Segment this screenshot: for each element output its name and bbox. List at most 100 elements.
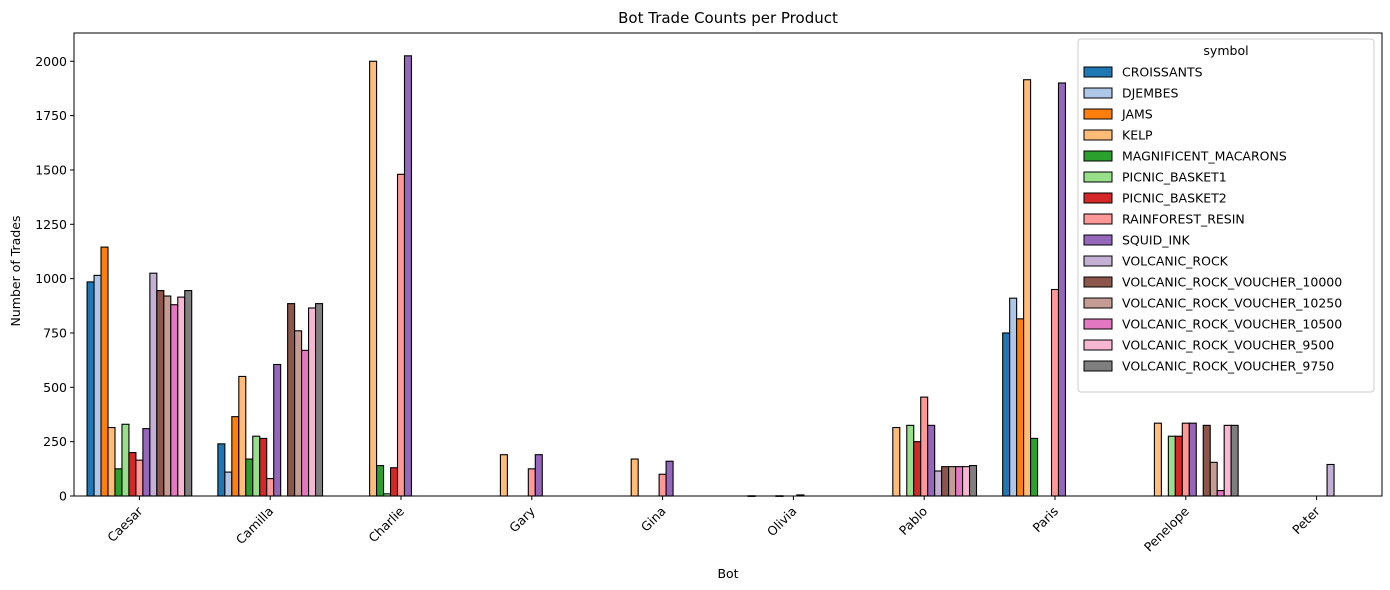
bar	[1167, 435, 1176, 497]
legend-swatch	[1083, 213, 1113, 225]
legend-label: PICNIC_BASKET1	[1122, 170, 1227, 185]
bar	[658, 473, 667, 497]
bar	[1016, 318, 1025, 497]
bar	[906, 424, 915, 497]
bar	[224, 471, 233, 497]
legend-box	[1077, 38, 1375, 393]
chart-title: Bot Trade Counts per Product	[618, 9, 838, 27]
y-tick-label: 500	[43, 380, 67, 395]
legend-swatch	[1083, 297, 1113, 309]
bar	[920, 396, 929, 497]
y-tick-label: 1500	[35, 162, 67, 177]
legend-swatch	[1083, 171, 1113, 183]
bar	[142, 428, 151, 497]
legend-swatch	[1083, 108, 1113, 120]
bar	[1181, 422, 1190, 497]
bar	[1057, 82, 1067, 497]
x-axis-label: Bot	[717, 566, 738, 581]
bars-layer	[86, 55, 1335, 497]
legend-swatch	[1083, 234, 1113, 246]
x-tick-label: Olivia	[764, 504, 800, 540]
bar	[294, 330, 303, 497]
bar	[955, 466, 964, 497]
bar	[1326, 463, 1335, 497]
bar	[1223, 424, 1232, 497]
legend-label: RAINFOREST_RESIN	[1122, 212, 1245, 227]
legend-label: VOLCANIC_ROCK	[1122, 254, 1229, 269]
bar	[1153, 422, 1162, 497]
legend-label: JAMS	[1121, 107, 1153, 122]
bar	[170, 304, 179, 497]
y-tick-label: 1250	[35, 217, 67, 232]
legend-label: PICNIC_BASKET2	[1122, 191, 1227, 206]
bar	[238, 375, 247, 497]
bar	[1216, 490, 1225, 497]
bar	[527, 468, 536, 497]
legend-swatch	[1083, 255, 1113, 267]
bar	[149, 272, 158, 497]
x-tick-label: Camilla	[233, 504, 277, 548]
legend-label: CROISSANTS	[1122, 65, 1203, 80]
bar	[252, 435, 261, 497]
bar	[135, 459, 144, 497]
bar	[499, 454, 508, 497]
bar	[1174, 435, 1183, 497]
bar	[287, 303, 296, 497]
bar	[369, 60, 378, 497]
x-tick-label: Peter	[1289, 503, 1323, 537]
bar	[1209, 461, 1218, 497]
x-tick-label: Gary	[506, 503, 538, 535]
bar	[1188, 422, 1197, 497]
legend-swatch	[1083, 192, 1113, 204]
bar	[630, 458, 639, 497]
bar	[86, 281, 95, 497]
legend-swatch	[1083, 339, 1113, 351]
bar	[128, 451, 137, 497]
bar	[308, 307, 317, 497]
x-tick-label: Pablo	[896, 504, 930, 538]
x-tick-label: Paris	[1029, 504, 1061, 536]
bar	[927, 424, 936, 497]
y-axis: 0 250 500 750 1000 1250 1500 1750 2000	[35, 54, 74, 504]
bar	[1202, 424, 1211, 497]
bar	[913, 441, 922, 497]
bar	[273, 363, 282, 497]
bar	[121, 423, 130, 497]
bar	[1050, 288, 1060, 497]
legend-swatch	[1083, 66, 1113, 78]
x-tick-label: Gina	[638, 504, 669, 535]
bar	[934, 470, 943, 497]
plot-frame	[73, 32, 1383, 497]
y-axis-label: Number of Trades	[8, 216, 23, 327]
y-tick-label: 250	[43, 434, 67, 449]
bar	[941, 466, 950, 497]
bar	[948, 466, 957, 497]
bar	[114, 468, 123, 497]
legend-label: VOLCANIC_ROCK_VOUCHER_9500	[1122, 338, 1334, 353]
legend-label: VOLCANIC_ROCK_VOUCHER_10250	[1122, 296, 1342, 311]
bar	[665, 460, 674, 497]
y-tick-label: 2000	[35, 54, 67, 69]
legend-label: VOLCANIC_ROCK_VOUCHER_10000	[1122, 275, 1342, 290]
bar	[217, 443, 226, 497]
bar	[962, 466, 971, 497]
legend-label: SQUID_INK	[1122, 233, 1191, 248]
bar	[1009, 297, 1018, 497]
legend-swatch	[1083, 276, 1113, 288]
bar	[892, 426, 901, 497]
legend-swatch	[1083, 150, 1113, 162]
bar	[266, 478, 275, 497]
bar	[968, 465, 978, 497]
legend-label: DJEMBES	[1122, 86, 1178, 101]
legend-label: VOLCANIC_ROCK_VOUCHER_10500	[1122, 317, 1342, 332]
bar	[301, 349, 310, 497]
bar	[163, 295, 172, 497]
x-axis: Caesar Camilla Charlie Gary Gina Olivia Pablo P…	[104, 496, 1323, 555]
bar	[177, 296, 186, 497]
bar	[107, 426, 116, 497]
bar	[403, 55, 413, 497]
x-tick-label: Caesar	[104, 503, 146, 545]
y-tick-label: 0	[59, 489, 67, 504]
